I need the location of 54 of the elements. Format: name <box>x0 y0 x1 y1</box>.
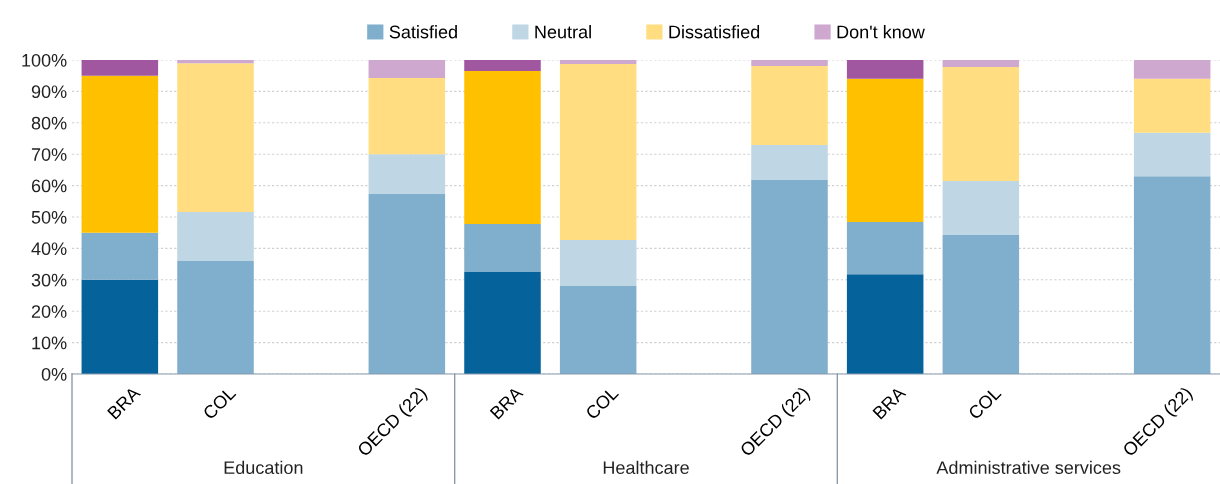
y-tick-label: 70% <box>31 148 67 161</box>
y-tick-label: 90% <box>31 85 67 99</box>
y-tick-label: 20% <box>31 305 67 318</box>
y-tick-label: 60% <box>31 179 67 193</box>
bar <box>368 60 446 78</box>
bar <box>81 75 159 233</box>
bar <box>177 260 254 374</box>
bar <box>177 60 254 64</box>
bar <box>1133 78 1211 133</box>
bar <box>559 60 637 65</box>
bar <box>942 66 1020 181</box>
legend-label: Don't know <box>837 25 925 39</box>
legend-label: Neutral <box>535 25 591 39</box>
y-tick-label: 0% <box>41 367 67 381</box>
bar <box>846 78 924 223</box>
bar <box>846 274 924 374</box>
y-tick-label: 10% <box>32 336 67 350</box>
bar <box>751 179 828 374</box>
y-tick-label: 50% <box>31 210 67 224</box>
text: Administrative services <box>936 460 1121 475</box>
bar <box>942 234 1020 374</box>
y-tick-label: 100% <box>22 53 67 67</box>
y-tick-label: 30% <box>31 273 67 287</box>
bar <box>464 70 541 224</box>
bar <box>177 211 254 261</box>
y-tick-label: 80% <box>31 116 67 130</box>
x-tick-label: COL <box>967 385 1002 421</box>
bar <box>464 271 541 374</box>
bar <box>559 239 637 287</box>
bar <box>368 154 446 195</box>
legend-label: Satisfied <box>389 25 457 39</box>
bar <box>942 60 1020 67</box>
bar <box>559 286 637 374</box>
bar <box>1133 132 1211 177</box>
y-tick-label: 40% <box>31 242 67 256</box>
text: Education <box>224 460 303 475</box>
bar <box>751 60 828 66</box>
bar <box>81 279 159 374</box>
bar <box>559 64 637 240</box>
bar <box>177 63 254 212</box>
x-tick-label: COL <box>202 385 237 421</box>
bar <box>464 60 541 71</box>
text: Healthcare <box>603 460 689 475</box>
bar <box>942 180 1020 235</box>
bar <box>1133 176 1211 374</box>
bar <box>368 77 446 155</box>
bar <box>846 60 924 79</box>
bar <box>751 145 828 180</box>
legend-label: Dissatisfied <box>669 25 760 39</box>
bar <box>1133 60 1211 79</box>
bar <box>751 65 828 146</box>
bar <box>368 194 446 374</box>
bar <box>81 60 159 76</box>
x-tick-label: COL <box>584 385 620 421</box>
